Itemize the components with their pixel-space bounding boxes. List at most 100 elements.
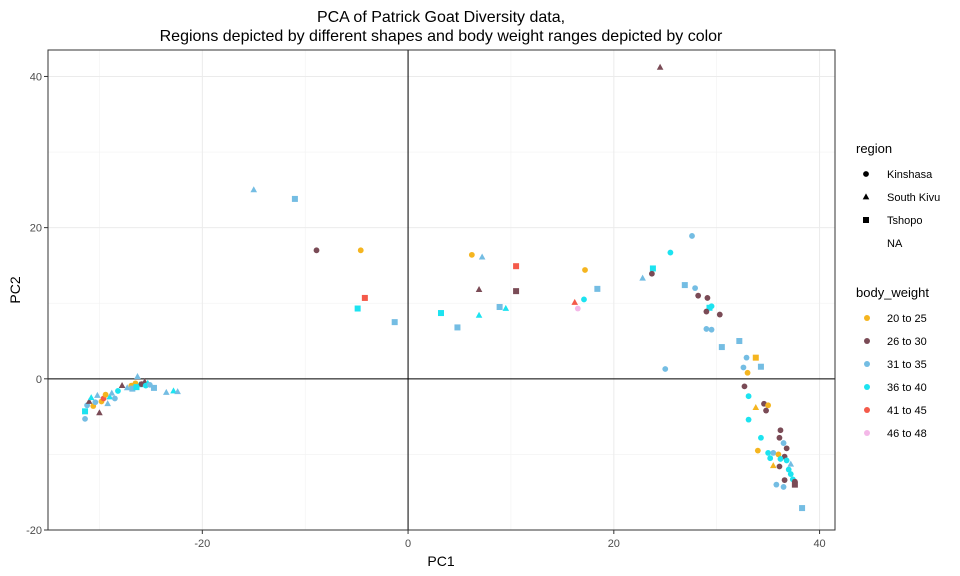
legend-weight-label: 41 to 45: [887, 405, 927, 417]
data-point: [704, 295, 711, 301]
data-point: [513, 263, 520, 270]
data-point: [108, 389, 116, 396]
legend-weight-key: [864, 338, 870, 344]
data-point: [96, 409, 103, 416]
y-tick-label: 20: [30, 223, 42, 235]
chart-title-line-2: Regions depicted by different shapes and…: [160, 28, 723, 45]
legend-region-label: South Kivu: [887, 192, 940, 204]
legend-weight-label: 26 to 30: [887, 336, 927, 348]
data-point: [454, 324, 461, 331]
data-point: [354, 305, 361, 312]
data-point: [250, 186, 258, 193]
legend-weight-key: [864, 361, 870, 367]
data-point: [770, 449, 777, 456]
data-point: [574, 305, 581, 312]
data-point: [785, 466, 792, 473]
data-point: [692, 285, 698, 292]
data-point: [741, 383, 748, 390]
data-point: [745, 393, 752, 400]
data-point: [703, 308, 710, 315]
data-point: [773, 481, 780, 488]
data-point: [780, 484, 787, 490]
data-point: [581, 296, 587, 303]
legend-region-key: [862, 193, 870, 200]
legend-region-label: Tshopo: [887, 215, 922, 227]
data-point: [649, 265, 656, 272]
y-axis-title: PC2: [7, 276, 23, 303]
data-point: [781, 477, 788, 484]
data-point: [106, 393, 114, 400]
data-point: [767, 455, 774, 462]
data-point: [115, 388, 121, 394]
data-point: [104, 400, 111, 407]
data-point: [475, 286, 483, 293]
data-point: [752, 403, 760, 410]
data-point: [134, 372, 141, 379]
plot-panel: [47, 49, 836, 531]
legend-region-key: [863, 171, 869, 177]
data-point: [291, 195, 298, 202]
legend-weight-label: 20 to 25: [887, 313, 927, 325]
y-tick-label: -20: [26, 525, 42, 537]
data-point: [743, 354, 750, 361]
legend-body-weight: body_weight 20 to 25 26 to 30 31 to 35 36 t…: [856, 285, 929, 440]
data-point: [357, 247, 364, 254]
data-point: [594, 285, 601, 292]
legend-body-weight-title: body_weight: [856, 285, 929, 300]
legend-weight-key: [864, 430, 870, 436]
legend-weight-key: [864, 384, 870, 390]
data-point: [783, 445, 790, 452]
data-point: [777, 427, 784, 434]
data-point: [513, 288, 520, 295]
data-point: [799, 505, 806, 512]
data-point: [708, 326, 715, 333]
data-point: [765, 402, 772, 409]
data-point: [757, 363, 764, 370]
data-point: [758, 434, 764, 441]
data-point: [82, 415, 88, 422]
data-point: [111, 395, 118, 402]
x-axis-title: PC1: [427, 553, 454, 569]
data-point: [582, 267, 588, 273]
data-point: [681, 282, 688, 289]
legend-region-label: Kinshasa: [887, 169, 933, 181]
y-tick-label: 0: [36, 374, 42, 386]
data-point: [118, 382, 126, 389]
data-point: [744, 369, 751, 376]
data-points: [82, 63, 806, 512]
data-point: [571, 298, 579, 305]
legend-weight-label: 31 to 35: [887, 359, 927, 371]
data-point: [313, 247, 320, 254]
data-point: [102, 391, 109, 398]
plot-background: [48, 50, 835, 530]
legend-weight-key: [864, 315, 870, 321]
y-tick-label: 40: [30, 71, 42, 83]
data-point: [783, 457, 790, 464]
y-axis: -20 0 20 40: [26, 71, 48, 537]
x-axis: -20 0 20 40: [194, 530, 826, 550]
legend-weight-key: [864, 407, 870, 413]
x-tick-label: 20: [608, 538, 620, 550]
data-point: [648, 270, 655, 277]
plot-border: [47, 49, 836, 531]
data-point: [656, 63, 664, 70]
data-point: [780, 440, 787, 446]
data-point: [754, 447, 761, 454]
data-point: [478, 253, 486, 260]
data-point: [777, 456, 784, 462]
data-point: [787, 460, 795, 467]
data-point: [775, 451, 782, 458]
legend-region-label: NA: [887, 238, 903, 250]
data-point: [174, 388, 181, 395]
data-point: [745, 416, 752, 423]
data-point: [667, 249, 674, 256]
data-point: [475, 311, 483, 318]
legend-weight-label: 36 to 40: [887, 382, 927, 394]
data-point: [763, 407, 769, 414]
data-point: [716, 311, 723, 318]
legend-region: region Kinshasa South Kivu Tshopo NA: [856, 141, 940, 250]
data-point: [703, 326, 710, 332]
data-point: [662, 366, 669, 372]
data-point: [791, 481, 798, 488]
data-point: [129, 385, 136, 392]
